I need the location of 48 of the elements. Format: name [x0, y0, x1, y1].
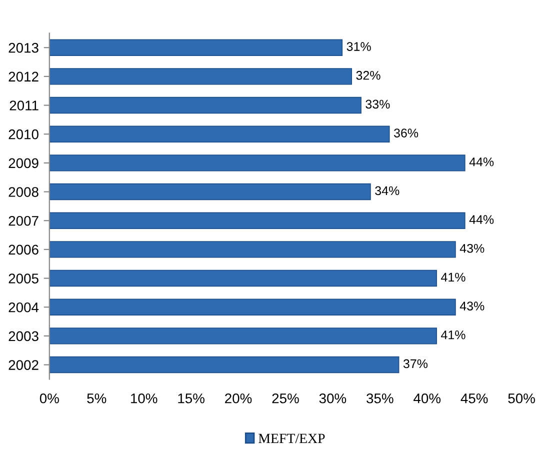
y-tick-label: 2005: [8, 274, 38, 284]
x-tick-label: 10%: [131, 393, 158, 404]
y-tick-label: 2012: [8, 72, 38, 82]
data-label: 33%: [366, 100, 390, 109]
data-label: 41%: [441, 330, 466, 340]
bar: [49, 126, 390, 142]
data-label: 44%: [469, 157, 494, 166]
y-tick-label: 2007: [8, 216, 38, 226]
data-label: 37%: [403, 359, 428, 368]
x-tick-label: 25%: [272, 393, 299, 404]
bar: [49, 212, 466, 229]
legend-label: MEFT/EXP: [258, 434, 325, 444]
bar: [49, 328, 437, 344]
x-tick-label: 35%: [366, 393, 394, 404]
data-label: 34%: [375, 186, 400, 196]
y-tick-label: 2009: [8, 158, 38, 168]
x-tick-label: 50%: [508, 393, 535, 404]
bar: [49, 241, 456, 258]
y-tick-label: 2011: [10, 100, 38, 110]
data-label: 31%: [346, 42, 371, 51]
y-tick-label: 2008: [8, 187, 38, 197]
x-tick-label: 45%: [460, 394, 488, 404]
data-label: 43%: [460, 302, 484, 310]
data-label: 36%: [394, 128, 418, 138]
x-tick-label: 5%: [87, 394, 106, 404]
y-tick-label: 2013: [8, 42, 38, 53]
bar: [49, 298, 456, 316]
bar: [49, 356, 400, 374]
y-tick-label: 2003: [8, 331, 38, 342]
data-label: 41%: [441, 272, 466, 282]
bar: [49, 183, 371, 200]
x-tick-label: 20%: [225, 393, 252, 404]
x-tick-label: 0%: [40, 393, 59, 404]
data-label: 43%: [460, 244, 484, 253]
data-label: 32%: [356, 70, 380, 80]
y-tick-label: 2006: [8, 244, 38, 255]
x-tick-label: 15%: [178, 394, 204, 404]
data-label: 44%: [469, 215, 494, 224]
bar: [49, 68, 352, 85]
y-tick-label: 2010: [8, 129, 38, 140]
y-tick-label: 2004: [8, 302, 39, 312]
bar: [49, 96, 362, 114]
bar: [49, 270, 437, 287]
bar: [49, 154, 466, 172]
y-tick-label: 2002: [8, 360, 38, 370]
x-tick-label: 40%: [414, 393, 441, 404]
x-tick-label: 30%: [319, 393, 346, 404]
bar: [49, 39, 343, 56]
